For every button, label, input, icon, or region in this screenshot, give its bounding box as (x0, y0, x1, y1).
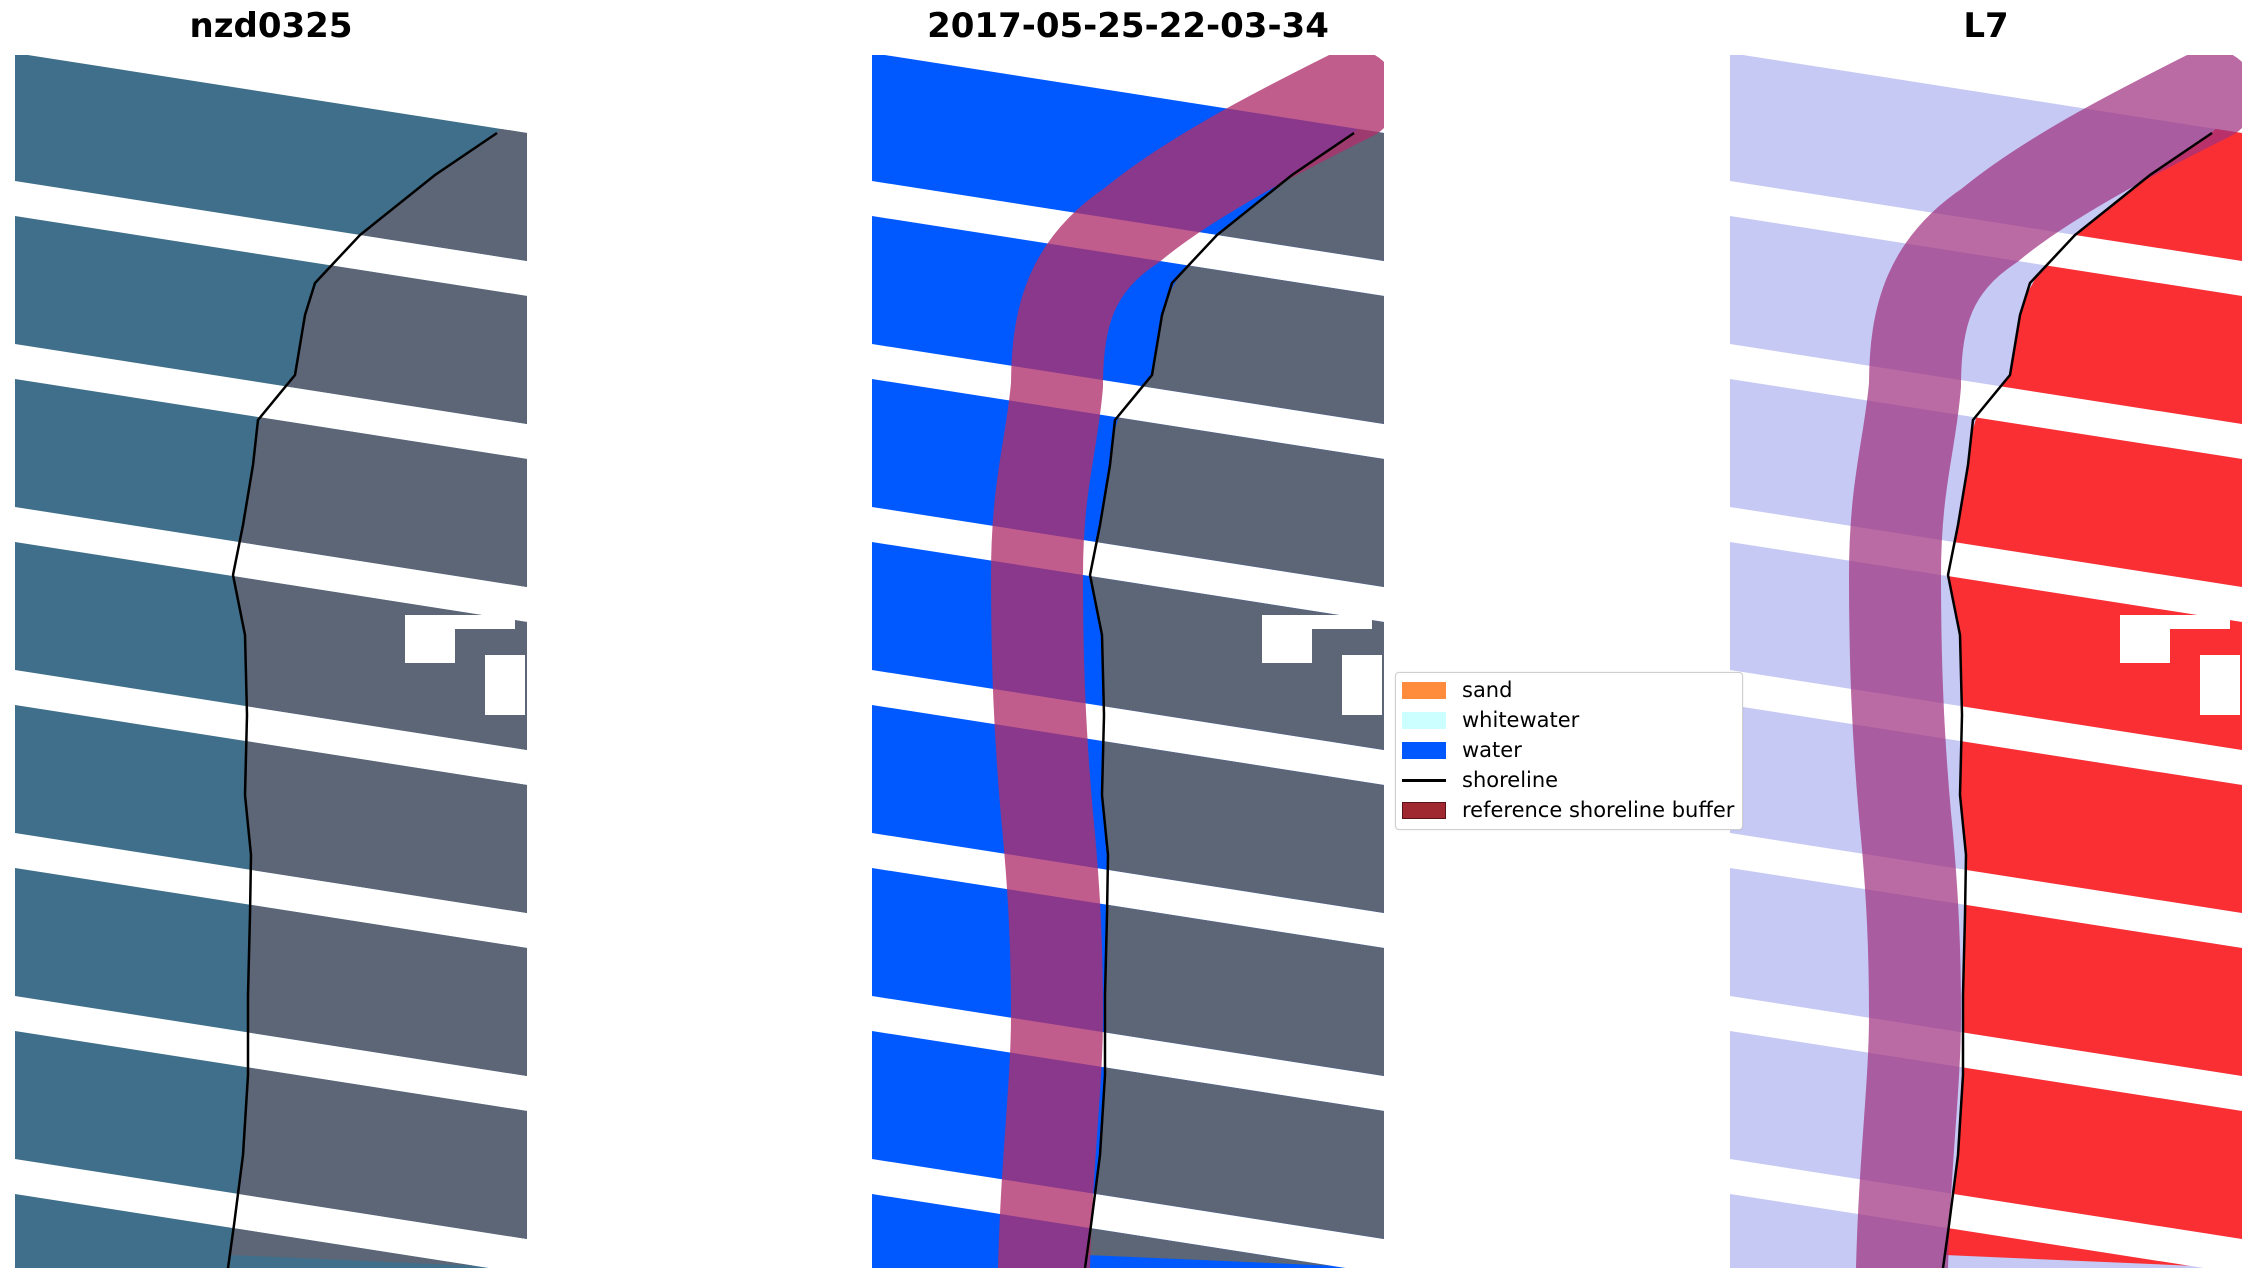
buffer-swatch (1402, 801, 1446, 819)
water-swatch (1402, 741, 1446, 759)
rgb-image-panel (15, 55, 527, 1268)
cloud-mask (405, 615, 455, 663)
rgb-strips (15, 55, 527, 1268)
legend-item-shoreline: shoreline (1402, 767, 1558, 793)
panel-title-classified: 2017-05-25-22-03-34 (927, 6, 1329, 46)
panel-title-rgb: nzd0325 (189, 6, 353, 46)
land-area (1944, 216, 2242, 424)
land-area (1086, 542, 1384, 750)
legend-label: sand (1462, 678, 1513, 702)
legend-item-buffer: reference shoreline buffer (1402, 797, 1734, 823)
legend-item-whitewater: whitewater (1402, 707, 1579, 733)
index-image-panel (1730, 55, 2242, 1268)
cloud-mask (455, 615, 515, 629)
land-area (1944, 868, 2242, 1076)
shoreline-swatch (1402, 778, 1446, 782)
legend-label: water (1462, 738, 1522, 762)
land-area (1086, 868, 1384, 1076)
shoreline-line (1941, 131, 2213, 1268)
land-area (229, 542, 527, 750)
cloud-mask (485, 655, 525, 715)
land-area (229, 868, 527, 1076)
land-area (1944, 542, 2242, 750)
reference-shoreline-buffer (990, 55, 1384, 1268)
panel-title-index: L7 (1963, 6, 2009, 46)
cloud-mask (2170, 615, 2230, 629)
cloud-mask (1312, 615, 1372, 629)
whitewater-swatch (1402, 711, 1446, 729)
cloud-mask (2200, 655, 2240, 715)
legend: sand whitewater water shoreline referenc… (1395, 672, 1743, 830)
legend-item-sand: sand (1402, 677, 1512, 703)
classified-image-panel (872, 55, 1384, 1268)
reference-shoreline-buffer (1848, 55, 2242, 1268)
land-area (1086, 216, 1384, 424)
legend-label: whitewater (1462, 708, 1580, 732)
legend-item-water: water (1402, 737, 1522, 763)
cloud-mask (1262, 615, 1312, 663)
shoreline-line (226, 131, 498, 1268)
legend-label: reference shoreline buffer (1462, 798, 1735, 822)
cloud-mask (2120, 615, 2170, 663)
sand-swatch (1402, 681, 1446, 699)
legend-label: shoreline (1462, 768, 1559, 792)
shoreline-line (1083, 131, 1355, 1268)
land-area (229, 216, 527, 424)
cloud-mask (1342, 655, 1382, 715)
